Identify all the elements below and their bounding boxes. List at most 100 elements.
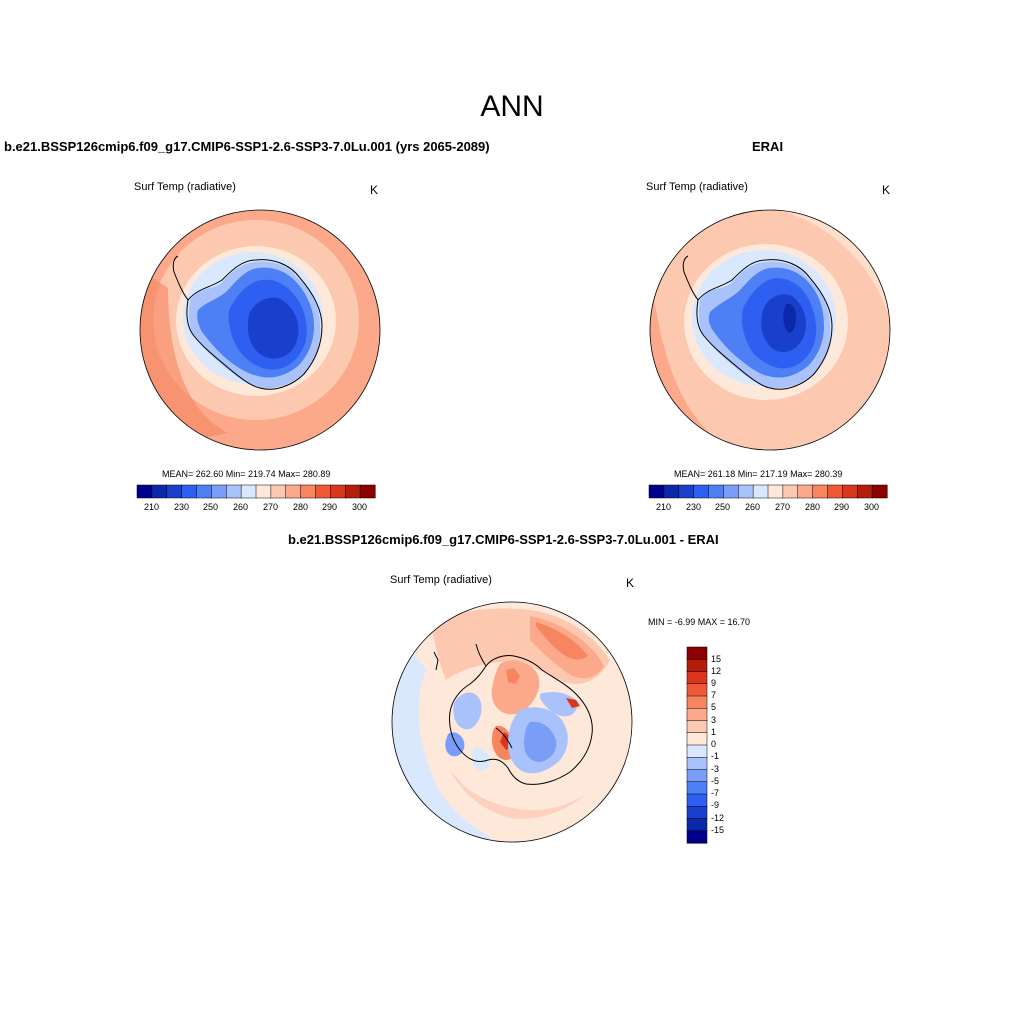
colorbar-swatch [285,484,302,499]
reference-variable-name: Surf Temp (radiative) [646,181,748,193]
test-panel-title: b.e21.BSSP126cmip6.f09_g17.CMIP6-SSP1-2.… [4,139,490,154]
difference-variable-name: Surf Temp (radiative) [390,574,492,586]
colorbar-swatch [226,484,242,499]
colorbar-swatch [871,484,888,499]
colorbar-label: 7 [711,690,717,700]
colorbar-label: 1 [711,727,717,737]
difference-stats: MIN = -6.99 MAX = 16.70 [648,617,751,627]
test-colorbar-ticks: 210 230 250 260 270 280 290 300 [137,502,375,514]
tick-label: 210 [144,502,160,512]
tick-label: 250 [715,502,731,512]
colorbar-swatch [686,818,708,832]
tick-label: 300 [352,502,368,512]
difference-colorbar-labels: 15 12 9 7 5 3 1 0 -1 -3 -5 -7 -9 -12 -15 [711,647,751,847]
colorbar-swatch [686,695,708,709]
colorbar-swatch [686,781,708,795]
colorbar-swatch [686,757,708,771]
reference-stats: MEAN= 261.18 Min= 217.19 Max= 280.39 [674,469,843,479]
colorbar-swatch [686,683,708,697]
colorbar-label: -7 [711,788,720,798]
tick-label: 290 [322,502,338,512]
reference-colorbar-ticks: 210 230 250 260 270 280 290 300 [649,502,887,514]
colorbar-label: -12 [711,813,725,823]
colorbar-label: -15 [711,825,725,835]
colorbar-swatch [686,744,708,758]
colorbar-swatch [686,793,708,807]
colorbar-label: -5 [711,776,720,786]
colorbar-swatch [240,484,257,499]
tick-label: 260 [233,502,249,512]
colorbar-label: 3 [711,715,717,725]
colorbar-label: -3 [711,764,720,774]
colorbar-swatch [151,484,168,499]
colorbar-swatch [693,484,710,499]
tick-label: 250 [203,502,219,512]
figure-title: ANN [480,90,544,123]
colorbar-swatch [136,484,153,499]
colorbar-swatch [166,484,183,499]
colorbar-swatch [827,484,843,499]
difference-polar-map [391,601,633,843]
colorbar-swatch [196,484,212,499]
test-variable-name: Surf Temp (radiative) [134,181,236,193]
colorbar-swatch [270,484,287,499]
reference-polar-map [649,209,891,451]
tick-label: 290 [834,502,850,512]
colorbar-label: 15 [711,654,722,664]
reference-panel-title: ERAI [752,139,784,154]
colorbar-swatch [686,732,708,746]
colorbar-swatch [686,646,708,660]
colorbar-swatch [359,484,376,499]
tick-label: 230 [174,502,190,512]
colorbar-swatch [211,484,227,499]
colorbar-label: -9 [711,800,720,810]
colorbar-swatch [812,484,829,499]
colorbar-label: 5 [711,702,717,712]
colorbar-swatch [723,484,739,499]
colorbar-swatch [686,769,708,783]
difference-units: K [626,576,635,590]
colorbar-swatch [857,484,873,499]
test-stats: MEAN= 262.60 Min= 219.74 Max= 280.89 [162,469,331,479]
colorbar-swatch [738,484,754,499]
colorbar-swatch [330,484,346,499]
colorbar-swatch [686,830,708,844]
colorbar-swatch [181,484,198,499]
tick-label: 280 [805,502,821,512]
colorbar-swatch [686,659,708,673]
difference-colorbar [686,646,708,844]
colorbar-swatch [686,671,708,685]
tick-label: 280 [293,502,309,512]
colorbar-label: 12 [711,666,722,676]
difference-panel-title: b.e21.BSSP126cmip6.f09_g17.CMIP6-SSP1-2.… [288,532,719,547]
colorbar-swatch [767,484,784,499]
colorbar-swatch [686,720,708,734]
colorbar-swatch [255,484,272,499]
tick-label: 210 [656,502,672,512]
tick-label: 270 [775,502,791,512]
tick-label: 300 [864,502,880,512]
colorbar-swatch [752,484,769,499]
tick-label: 270 [263,502,279,512]
colorbar-swatch [686,806,708,820]
colorbar-swatch [345,484,361,499]
colorbar-swatch [678,484,695,499]
tick-label: 230 [686,502,702,512]
test-colorbar [136,484,376,499]
colorbar-swatch [842,484,858,499]
colorbar-swatch [648,484,665,499]
colorbar-swatch [663,484,680,499]
colorbar-label: 9 [711,678,717,688]
colorbar-swatch [315,484,331,499]
test-units: K [370,183,379,197]
colorbar-label: 0 [711,739,717,749]
colorbar-swatch [782,484,799,499]
colorbar-label: -1 [711,751,720,761]
tick-label: 260 [745,502,761,512]
colorbar-swatch [708,484,724,499]
colorbar-swatch [300,484,317,499]
test-polar-map [139,209,381,451]
colorbar-swatch [686,708,708,722]
reference-colorbar [648,484,888,499]
colorbar-swatch [797,484,814,499]
